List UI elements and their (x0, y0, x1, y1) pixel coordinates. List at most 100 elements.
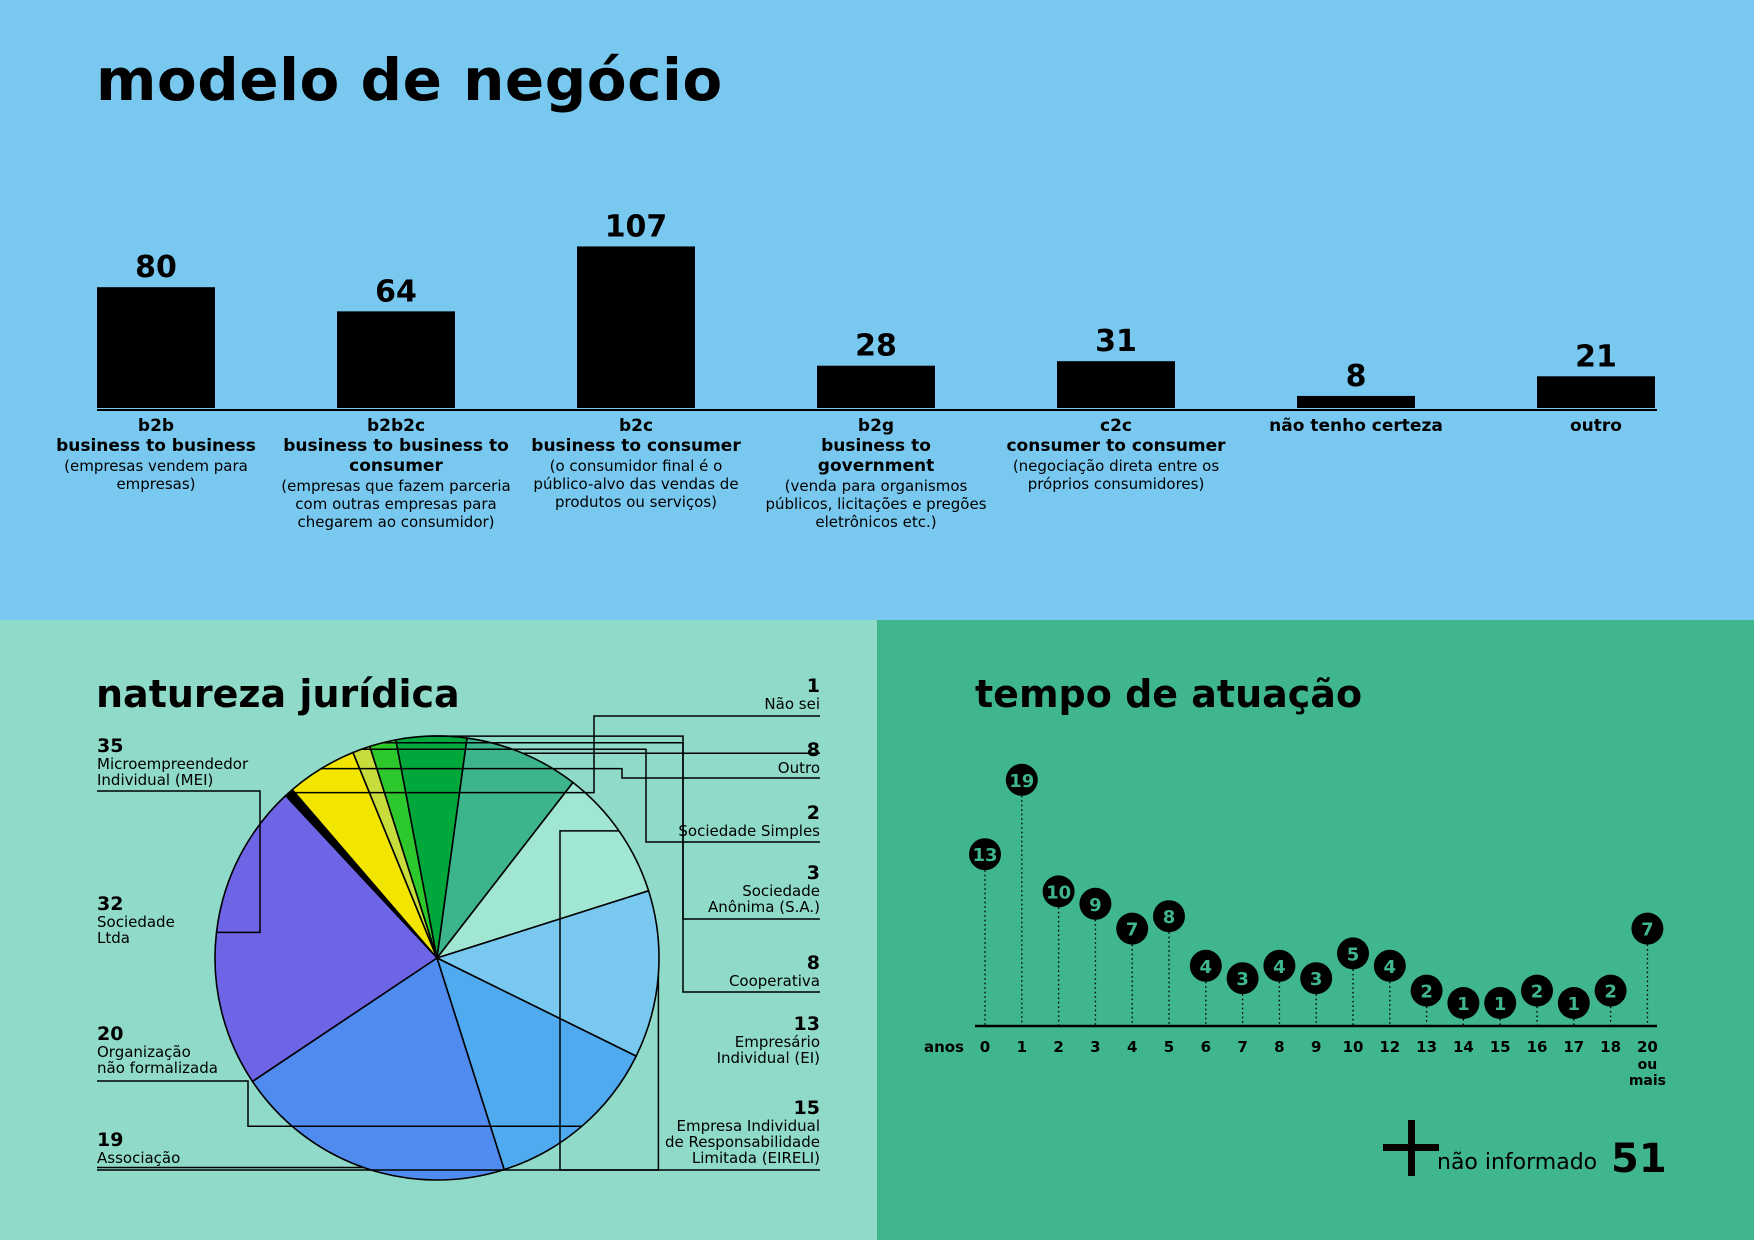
business-model-title: modelo de negócio (96, 46, 723, 114)
lollipop-dot (1153, 900, 1185, 933)
x-tick-label: 13 (1416, 1038, 1437, 1056)
x-tick-label: 15 (1490, 1038, 1511, 1056)
lollipop-dot (1557, 987, 1590, 1019)
pie-leader-line (288, 715, 820, 794)
lollipop-value: 13 (972, 845, 997, 866)
category-name: business to business to consumer (283, 436, 509, 476)
pie-slice-value: 1 (806, 675, 820, 697)
pie-slice-name: Microempreendedor Individual (MEI) (97, 755, 249, 789)
lollipop-value: 5 (1347, 944, 1360, 965)
category-code: b2b2c (366, 416, 426, 436)
pie-slice-label: 2 Sociedade Simples (520, 803, 820, 839)
lollipop-value: 7 (1126, 920, 1139, 941)
x-tick-label: 18 (1600, 1038, 1621, 1056)
lollipop-value: 19 (1009, 771, 1034, 792)
pie-leader-line (361, 748, 820, 843)
lollipop-dot (1079, 887, 1112, 920)
business-model-panel (0, 0, 1754, 620)
pie-slice-label: 35 Microempreendedor Individual (MEI) (97, 736, 248, 788)
lollipop-value: 4 (1200, 957, 1213, 978)
x-tick-label: 5 (1164, 1038, 1174, 1056)
pie-leader-line (321, 767, 820, 779)
lollipop-value: 2 (1604, 982, 1617, 1003)
category-name: business to consumer (531, 436, 741, 456)
bar (817, 365, 935, 408)
x-tick-extra-label: mais (1629, 1073, 1666, 1089)
plus-icon (1383, 1120, 1439, 1176)
category-code: b2c (618, 416, 654, 436)
pie-slice-name: Cooperativa (728, 972, 820, 990)
category-description: (empresas que fazem parceria com outras … (281, 477, 511, 531)
x-tick-label: 9 (1311, 1038, 1321, 1056)
pie-slice (214, 794, 438, 1083)
pie-slice-value: 8 (806, 739, 820, 761)
bar-category-label: não tenho certeza (1241, 416, 1471, 436)
lollipop-value: 3 (1236, 969, 1249, 990)
bar-value-label: 8 (1346, 359, 1367, 394)
bar (577, 246, 695, 408)
time-in-business-panel (877, 620, 1754, 1240)
lollipop-dot (1484, 987, 1517, 1019)
pie-slice-label: 1 Não sei (520, 676, 820, 712)
lollipop-value: 4 (1273, 957, 1286, 978)
x-tick-label: 12 (1379, 1038, 1400, 1056)
bar-category-label: c2c consumer to consumer (negociação diret… (1001, 416, 1231, 493)
category-name: business to government (817, 436, 935, 476)
category-name: outro (1570, 416, 1622, 436)
lollipop-dot (1005, 763, 1038, 796)
bar (337, 311, 455, 408)
lollipop-dot (1410, 974, 1443, 1007)
lollipop-dot (1447, 987, 1480, 1019)
bar-value-label: 80 (135, 250, 177, 285)
category-description: (negociação direta entre os próprios con… (1012, 457, 1220, 493)
legal-nature-title: natureza jurídica (96, 672, 460, 716)
bar-value-label: 31 (1095, 324, 1137, 359)
pie-leader-line (559, 830, 820, 1171)
x-tick-label: 16 (1527, 1038, 1548, 1056)
x-tick-label: 6 (1201, 1038, 1211, 1056)
lollipop-dot (1116, 912, 1149, 945)
lollipop-dot (1594, 974, 1627, 1007)
bar-category-label: outro (1481, 416, 1711, 436)
pie-slice-value: 8 (806, 952, 820, 974)
lollipop-dot (1226, 962, 1259, 995)
bar-value-label: 21 (1575, 339, 1617, 374)
time-in-business-title: tempo de atuação (975, 672, 1363, 716)
category-code: c2c (1100, 416, 1132, 436)
bar-category-label: b2g business to government (venda para org… (761, 416, 991, 531)
category-description: (venda para organismos públicos, licitaç… (765, 477, 987, 531)
x-axis-title: anos (924, 1038, 964, 1056)
pie-slice-label: 13 Empresário Individual (EI) (520, 1014, 820, 1066)
pie-slice-value: 13 (793, 1013, 820, 1035)
pie-slice-value: 2 (806, 802, 820, 824)
x-tick-extra-label: ou (1638, 1057, 1658, 1073)
bar-category-label: b2c business to consumer (o consumidor fin… (521, 416, 751, 511)
lollipop-dot (1373, 949, 1406, 982)
pie-slice-name: Associação (97, 1149, 181, 1167)
lollipop-dot (1631, 912, 1664, 945)
pie-slice-name: Sociedade Anônima (S.A.) (708, 882, 820, 916)
pie-slice-name: Sociedade Simples (678, 822, 820, 840)
pie-slice-label: 32 Sociedade Ltda (97, 894, 175, 946)
lollipop-dot (1042, 875, 1075, 908)
pie-slice-name: Empresário Individual (EI) (716, 1033, 820, 1067)
x-tick-label: 3 (1090, 1038, 1100, 1056)
pie-leader-line (431, 735, 820, 993)
x-tick-label: 1 (1017, 1038, 1027, 1056)
bar-category-label: b2b2c business to business to consumer (em… (281, 416, 511, 531)
x-tick-label: 8 (1274, 1038, 1284, 1056)
bar (97, 287, 215, 408)
lollipop-value: 1 (1457, 994, 1470, 1015)
pie-leader-line (97, 974, 660, 1171)
x-tick-label: 14 (1453, 1038, 1474, 1056)
pie-slice-value: 35 (97, 735, 124, 757)
pie-slice-label: 15 Empresa Individual de Responsabilidade… (520, 1098, 820, 1166)
pie-slice-label: 8 Cooperativa (520, 953, 820, 989)
bar-category-label: b2b business to business (empresas vendem … (41, 416, 271, 493)
pie-slice-name: Empresa Individual de Responsabilidade L… (664, 1117, 820, 1167)
pie-slice-name: Outro (777, 759, 820, 777)
pie-slice-value: 20 (97, 1023, 124, 1045)
pie-slice (436, 890, 660, 1057)
not-informed-value: 51 (1611, 1136, 1667, 1182)
